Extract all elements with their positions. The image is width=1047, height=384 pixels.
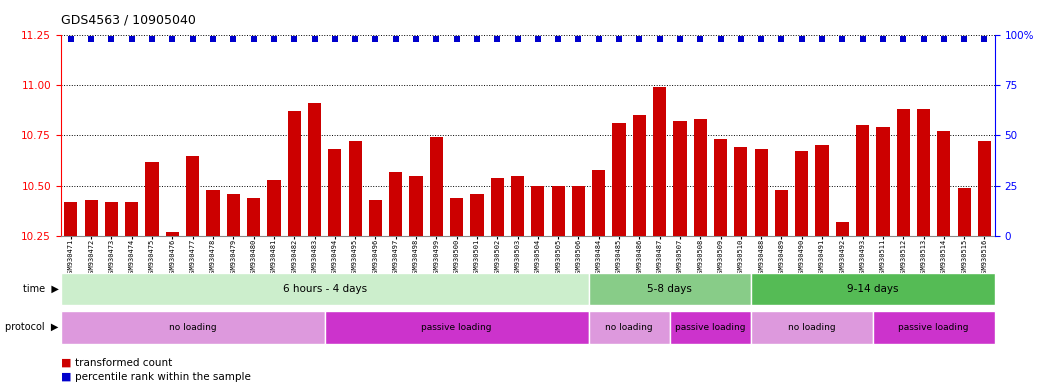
Bar xyxy=(775,190,788,236)
Bar xyxy=(588,311,670,344)
Bar xyxy=(85,200,97,236)
Bar xyxy=(470,194,484,236)
Bar xyxy=(734,147,748,236)
Bar xyxy=(896,109,910,236)
Bar xyxy=(349,141,361,236)
Bar xyxy=(873,311,995,344)
Bar xyxy=(186,156,199,236)
Bar xyxy=(937,131,951,236)
Bar xyxy=(876,127,890,236)
Bar xyxy=(450,198,463,236)
Bar xyxy=(328,149,341,236)
Bar xyxy=(531,186,544,236)
Bar xyxy=(917,109,930,236)
Bar xyxy=(126,202,138,236)
Bar xyxy=(632,115,646,236)
Bar xyxy=(206,190,220,236)
Bar xyxy=(247,198,261,236)
Bar xyxy=(856,125,869,236)
Bar xyxy=(694,119,707,236)
Text: passive loading: passive loading xyxy=(675,323,745,332)
Bar xyxy=(227,194,240,236)
Text: GDS4563 / 10905040: GDS4563 / 10905040 xyxy=(61,13,196,26)
Bar xyxy=(673,121,687,236)
Bar xyxy=(612,123,626,236)
Text: 6 hours - 4 days: 6 hours - 4 days xyxy=(283,284,366,294)
Text: 5-8 days: 5-8 days xyxy=(647,284,692,294)
Bar xyxy=(308,103,321,236)
Text: no loading: no loading xyxy=(788,323,836,332)
Text: protocol  ▶: protocol ▶ xyxy=(5,322,59,333)
Bar xyxy=(751,311,873,344)
Bar xyxy=(572,186,585,236)
Bar xyxy=(670,311,751,344)
Bar xyxy=(978,141,992,236)
Text: no loading: no loading xyxy=(169,323,217,332)
Bar xyxy=(325,311,588,344)
Bar xyxy=(409,175,423,236)
Bar xyxy=(369,200,382,236)
Bar xyxy=(958,188,971,236)
Bar xyxy=(795,152,808,236)
Bar xyxy=(389,172,402,236)
Bar xyxy=(61,311,325,344)
Bar xyxy=(714,139,728,236)
Bar xyxy=(836,222,849,236)
Bar xyxy=(588,273,751,305)
Text: transformed count: transformed count xyxy=(75,358,173,368)
Bar xyxy=(816,146,828,236)
Bar xyxy=(552,186,564,236)
Text: passive loading: passive loading xyxy=(898,323,968,332)
Bar xyxy=(105,202,118,236)
Bar xyxy=(653,87,666,236)
Bar xyxy=(267,180,281,236)
Bar xyxy=(146,162,159,236)
Bar xyxy=(429,137,443,236)
Bar xyxy=(593,170,605,236)
Text: passive loading: passive loading xyxy=(421,323,492,332)
Bar xyxy=(288,111,300,236)
Bar xyxy=(61,273,588,305)
Bar xyxy=(491,178,504,236)
Text: 9-14 days: 9-14 days xyxy=(847,284,898,294)
Bar xyxy=(165,232,179,236)
Bar xyxy=(64,202,77,236)
Bar xyxy=(511,175,525,236)
Text: ■: ■ xyxy=(61,372,71,382)
Text: percentile rank within the sample: percentile rank within the sample xyxy=(75,372,251,382)
Bar xyxy=(751,273,995,305)
Text: ■: ■ xyxy=(61,358,71,368)
Text: no loading: no loading xyxy=(605,323,653,332)
Bar xyxy=(755,149,767,236)
Text: time  ▶: time ▶ xyxy=(23,284,59,294)
